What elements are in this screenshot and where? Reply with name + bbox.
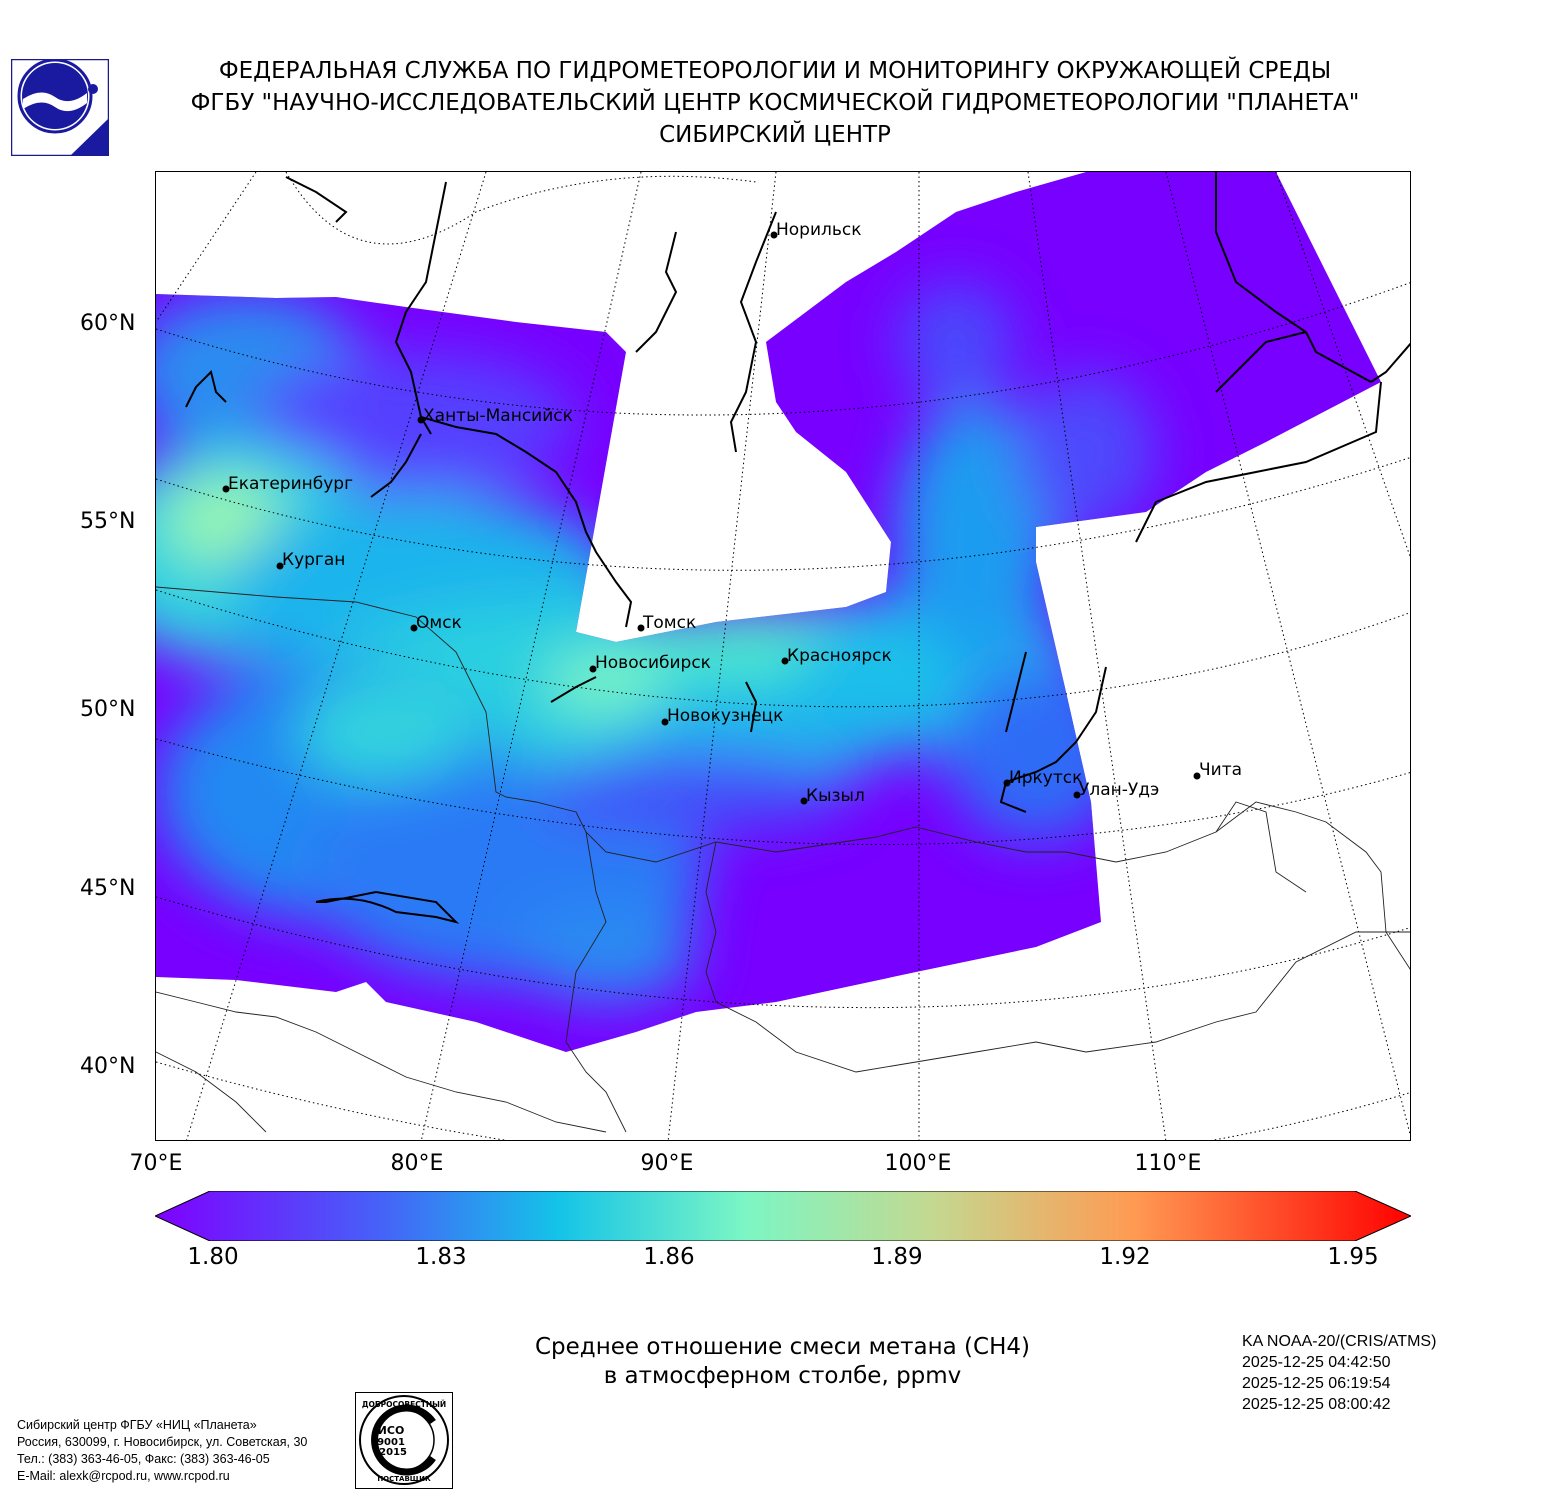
svg-text:ПОСТАВЩИК: ПОСТАВЩИК [377,1475,431,1483]
svg-text:ИСО: ИСО [378,1424,405,1437]
svg-text:9001: 9001 [377,1437,405,1448]
org-line-2: Россия, 630099, г. Новосибирск, ул. Сове… [17,1435,308,1449]
svg-text:Норильск: Норильск [776,220,862,240]
graticule [156,172,1410,1140]
iso-9001-badge: ДОБРОСОВЕСТНЫЙ ИСО 9001 -2015 ПОСТАВЩИК [355,1392,453,1489]
city-yekaterinburg: Екатеринбург [222,474,353,494]
satellite-time-1: 2025-12-25 04:42:50 [1242,1354,1391,1371]
methane-map: Норильск Ханты-Мансийск Екатеринбург Кур… [155,171,1411,1141]
svg-text:Новосибирск: Новосибирск [595,653,711,673]
header-line-2: ФГБУ "НАУЧНО-ИССЛЕДОВАТЕЛЬСКИЙ ЦЕНТР КОС… [190,90,1360,116]
svg-text:Иркутск: Иркутск [1009,768,1082,788]
svg-text:Екатеринбург: Екатеринбург [228,474,353,494]
city-krasnoyarsk: Красноярск [781,646,892,666]
svg-text:Курган: Курган [282,550,345,570]
colorbar-tick-1-92: 1.92 [1099,1244,1151,1270]
map-canvas: Норильск Ханты-Мансийск Екатеринбург Кур… [156,172,1410,1140]
lat-label-60: 60°N [80,311,136,336]
header-line-3: СИБИРСКИЙ ЦЕНТР [659,122,891,148]
svg-text:Кызыл: Кызыл [806,786,865,806]
city-khanty-mansiysk: Ханты-Мансийск [417,406,573,426]
satellite-time-3: 2025-12-25 08:00:42 [1242,1396,1391,1413]
lat-label-45: 45°N [80,876,136,901]
caption-line-1: Среднее отношение смеси метана (CH4) [534,1334,1030,1360]
svg-text:Улан-Удэ: Улан-Удэ [1079,780,1159,800]
colorbar-tick-1-80: 1.80 [187,1244,239,1270]
org-line-3: Тел.: (383) 363-46-05, Факс: (383) 363-4… [17,1452,270,1466]
org-line-4: E-Mail: alexk@rcpod.ru, www.rcpod.ru [17,1469,230,1483]
org-line-1: Сибирский центр ФГБУ «НИЦ «Планета» [17,1418,257,1432]
city-norilsk: Норильск [770,220,862,240]
lon-label-110: 110°E [1134,1151,1202,1176]
lon-label-80: 80°E [390,1151,444,1176]
colorbar [155,1191,1411,1241]
svg-text:Ханты-Мансийск: Ханты-Мансийск [423,406,573,426]
svg-text:Томск: Томск [642,613,696,633]
city-novosibirsk: Новосибирск [589,653,711,673]
colorbar-tick-1-86: 1.86 [643,1244,695,1270]
svg-text:Омск: Омск [416,613,462,633]
city-kyzyl: Кызыл [800,786,865,806]
svg-text:ДОБРОСОВЕСТНЫЙ: ДОБРОСОВЕСТНЫЙ [362,1400,446,1409]
city-kurgan: Курган [276,550,345,570]
lat-label-50: 50°N [80,697,136,722]
svg-text:-2015: -2015 [375,1447,407,1458]
lon-label-70: 70°E [129,1151,183,1176]
caption-line-2: в атмосферном столбе, ppmv [603,1363,962,1389]
city-novokuznetsk: Новокузнецк [661,706,783,726]
lat-label-55: 55°N [80,509,136,534]
city-chita: Чита [1193,760,1242,780]
colorbar-tick-1-83: 1.83 [415,1244,467,1270]
methane-data-layer [156,172,1381,1052]
svg-text:Чита: Чита [1199,760,1242,780]
city-irkutsk: Иркутск [1003,768,1082,788]
colorbar-tick-1-89: 1.89 [871,1244,923,1270]
city-ulan-ude: Улан-Удэ [1073,780,1159,800]
city-tomsk: Томск [637,613,696,633]
rivers-coastlines [185,172,1410,924]
satellite-time-2: 2025-12-25 06:19:54 [1242,1375,1391,1392]
roshydromet-logo [11,59,109,156]
borders [156,586,1410,1133]
svg-text:Красноярск: Красноярск [787,646,892,666]
cities: Норильск Ханты-Мансийск Екатеринбург Кур… [222,220,1242,806]
colorbar-tick-1-95: 1.95 [1327,1244,1379,1270]
lon-label-100: 100°E [884,1151,952,1176]
city-omsk: Омск [410,613,462,633]
header-line-1: ФЕДЕРАЛЬНАЯ СЛУЖБА ПО ГИДРОМЕТЕОРОЛОГИИ … [218,58,1332,84]
colorbar-body [155,1191,1411,1241]
lat-label-40: 40°N [80,1054,136,1079]
svg-text:Новокузнецк: Новокузнецк [667,706,783,726]
lon-label-90: 90°E [640,1151,694,1176]
satellite-name: KA NOAA-20/(CRIS/ATMS) [1242,1333,1437,1350]
